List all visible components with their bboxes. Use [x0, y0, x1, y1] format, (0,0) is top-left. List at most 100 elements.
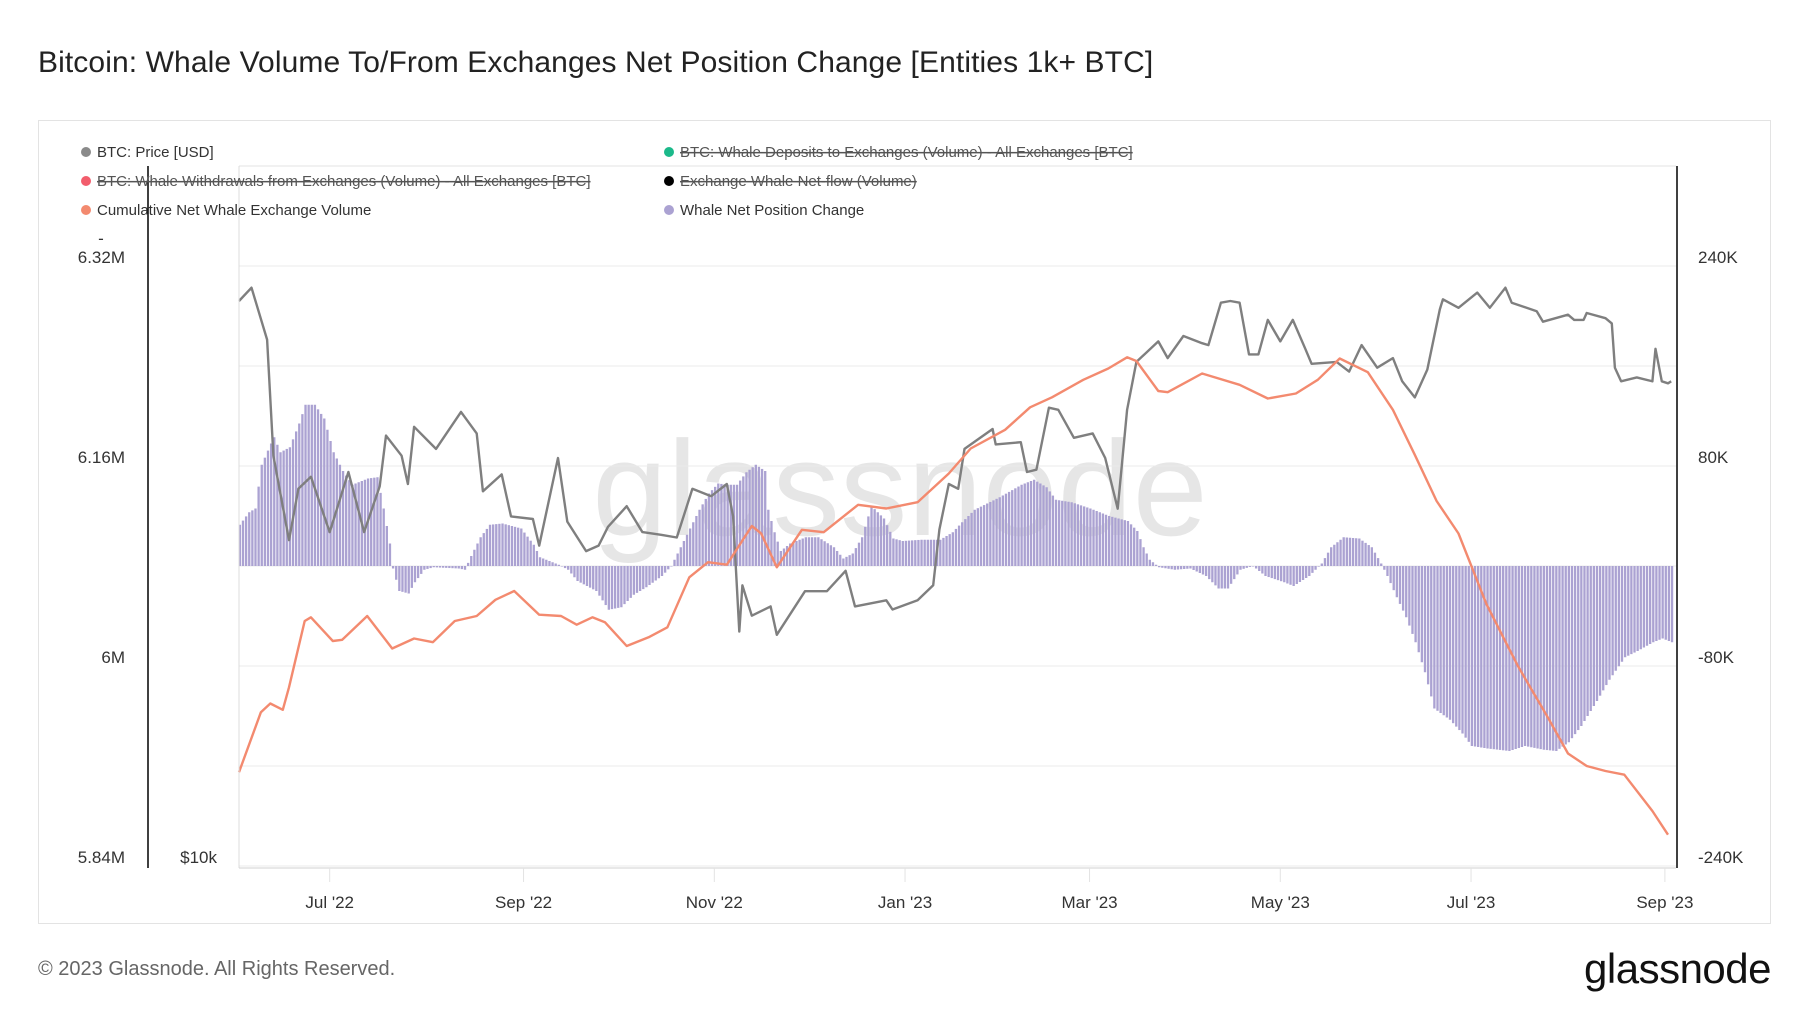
whale-net-position-bar — [951, 532, 954, 566]
whale-net-position-bar — [1158, 566, 1161, 568]
legend-item[interactable]: Exchange Whale Net-flow (Volume) — [664, 173, 917, 190]
whale-net-position-bar — [795, 541, 798, 566]
whale-net-position-bar — [545, 559, 548, 566]
whale-net-position-bar — [1664, 566, 1667, 640]
whale-net-position-bar — [1445, 566, 1449, 718]
whale-net-position-bar — [310, 404, 313, 566]
whale-net-position-bar — [973, 509, 976, 566]
whale-net-position-bar — [332, 452, 335, 566]
whale-net-position-bar — [276, 444, 279, 566]
whale-net-position-bar — [607, 566, 611, 610]
whale-net-position-bar — [1330, 547, 1333, 566]
whale-net-position-bar — [1283, 566, 1286, 583]
whale-net-position-bar — [898, 540, 901, 566]
whale-net-position-bar — [1430, 566, 1433, 697]
left-axis-tick: 6.16M — [78, 448, 125, 467]
whale-net-position-bar — [476, 543, 479, 566]
whale-net-position-bar — [1026, 482, 1030, 566]
whale-net-position-bar — [911, 540, 914, 566]
whale-net-position-bar — [441, 566, 445, 568]
whale-net-position-bar — [1342, 537, 1345, 566]
whale-net-position-bar — [520, 528, 523, 566]
whale-net-position-bar — [482, 533, 485, 566]
whale-net-position-bar — [285, 448, 288, 566]
whale-net-position-bar — [1311, 566, 1314, 573]
whale-net-position-bar — [448, 566, 451, 569]
whale-net-position-bar — [1433, 566, 1436, 709]
whale-net-position-bar — [1439, 566, 1442, 713]
whale-net-position-bar — [764, 471, 767, 566]
whale-net-position-bar — [676, 553, 679, 566]
whale-net-position-bar — [1032, 479, 1036, 566]
whale-net-position-bar — [1536, 566, 1539, 749]
legend-item[interactable]: BTC: Whale Withdrawals from Exchanges (V… — [81, 173, 591, 190]
whale-net-position-bar — [1120, 519, 1123, 566]
whale-net-position-bar — [1573, 566, 1577, 735]
whale-net-position-bar — [604, 566, 607, 606]
whale-net-position-bar — [1339, 539, 1342, 566]
whale-net-position-bar — [688, 528, 692, 566]
whale-net-position-bar — [1176, 566, 1180, 570]
whale-net-position-bar — [1004, 493, 1008, 566]
whale-net-position-bar — [879, 515, 883, 566]
whale-net-position-bar — [523, 532, 526, 566]
whale-net-position-bar — [1383, 566, 1386, 570]
whale-net-position-bars — [238, 404, 1674, 751]
whale-net-position-bar — [1101, 513, 1105, 566]
legend-item[interactable]: Whale Net Position Change — [664, 202, 864, 219]
whale-net-position-bar — [416, 566, 420, 579]
whale-net-position-bar — [970, 512, 973, 566]
whale-net-position-bar — [1089, 508, 1092, 566]
whale-net-position-bar — [379, 492, 382, 566]
whale-net-position-bar — [860, 537, 864, 566]
x-tick-label: Jan '23 — [878, 893, 932, 912]
whale-net-position-bar — [929, 539, 933, 566]
whale-net-position-bar — [660, 566, 664, 576]
legend-item[interactable]: Cumulative Net Whale Exchange Volume — [81, 202, 371, 219]
whale-net-position-bar — [776, 541, 779, 566]
legend-item[interactable]: BTC: Whale Deposits to Exchanges (Volume… — [664, 144, 1133, 161]
whale-net-position-bar — [504, 524, 507, 566]
whale-net-position-bar — [426, 566, 429, 569]
whale-net-position-bar — [1345, 537, 1348, 566]
whale-net-position-bar — [1245, 566, 1248, 568]
whale-net-position-bar — [773, 532, 776, 566]
whale-net-position-bar — [1314, 566, 1317, 570]
whale-net-position-bar — [685, 534, 689, 566]
legend-dot-icon — [81, 205, 91, 215]
whale-net-position-bar — [1598, 566, 1602, 696]
whale-net-position-bar — [873, 509, 876, 566]
whale-net-position-bar — [1189, 566, 1192, 569]
whale-net-position-bar — [241, 520, 245, 566]
whale-net-position-bar — [1489, 566, 1492, 749]
whale-net-position-bar — [907, 540, 911, 566]
whale-net-position-bar — [548, 561, 551, 566]
whale-net-position-bar — [995, 498, 998, 566]
whale-net-position-bar — [1214, 566, 1217, 586]
whale-net-position-bar — [964, 519, 967, 566]
x-tick-label: Jul '22 — [305, 893, 354, 912]
left-axis-tick: 6M — [101, 648, 125, 667]
whale-net-position-bar — [1552, 566, 1555, 751]
whale-net-position-bar — [1067, 501, 1070, 566]
whale-net-position-bar — [710, 490, 714, 566]
whale-net-position-bar — [1370, 547, 1374, 566]
whale-net-position-bar — [717, 483, 720, 566]
whale-net-position-bar — [1336, 542, 1339, 566]
whale-net-position-bar — [1114, 517, 1117, 566]
legend-dot-icon — [664, 205, 674, 215]
whale-net-position-bar — [645, 566, 648, 588]
whale-net-position-bar — [1533, 566, 1536, 748]
whale-net-position-bar — [817, 537, 820, 566]
whale-net-position-bar — [445, 566, 448, 568]
legend-item[interactable]: BTC: Price [USD] — [81, 144, 214, 161]
whale-net-position-bar — [1183, 566, 1186, 569]
whale-net-position-bar — [923, 539, 926, 566]
whale-net-position-bar — [1558, 566, 1561, 749]
whale-net-position-bar — [357, 482, 360, 566]
whale-net-position-bar — [1401, 566, 1405, 611]
whale-net-position-bar — [288, 447, 292, 566]
whale-net-position-bar — [1317, 566, 1320, 567]
whale-net-position-bar — [1367, 545, 1370, 566]
whale-net-position-bar — [1455, 566, 1458, 727]
